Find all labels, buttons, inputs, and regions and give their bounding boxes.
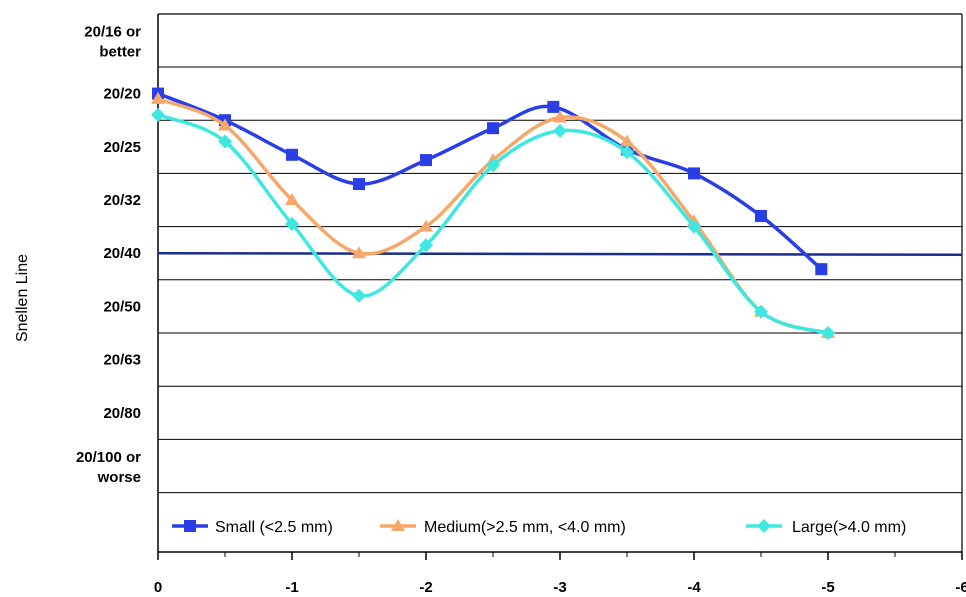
legend-marker-2 xyxy=(757,519,771,533)
data-point-2-4 xyxy=(419,238,433,253)
data-point-2-0 xyxy=(151,107,165,122)
data-point-2-10 xyxy=(821,326,835,340)
y-tick-label-3: 20/32 xyxy=(103,192,141,209)
data-point-0-6 xyxy=(547,100,560,113)
legend-item-1: Medium(>2.5 mm, <4.0 mm) xyxy=(380,519,626,536)
data-point-1-6 xyxy=(553,110,567,123)
legend-marker-1 xyxy=(391,519,405,531)
data-point-0-8 xyxy=(688,167,700,180)
data-point-2-8 xyxy=(687,219,701,234)
x-tick-label-3: -3 xyxy=(553,579,566,596)
y-tick-label-6: 20/63 xyxy=(103,352,141,369)
legend: Small (<2.5 mm) Medium(>2.5 mm, <4.0 mm) L… xyxy=(172,519,906,536)
y-tick-label-2: 20/25 xyxy=(103,139,141,156)
data-point-1-0 xyxy=(151,91,165,104)
data-point-0-5 xyxy=(487,122,499,135)
data-point-2-5 xyxy=(486,158,500,173)
y-tick-label-7: 20/80 xyxy=(103,405,141,422)
x-tick-label-0: 0 xyxy=(154,579,162,596)
y-tick-labels: 20/16 or better 20/20 20/25 20/32 20/40 20/50 2… xyxy=(76,23,141,486)
data-point-1-1 xyxy=(218,118,232,131)
data-point-1-2 xyxy=(285,193,299,205)
data-point-0-10 xyxy=(815,263,828,276)
data-point-2-6 xyxy=(553,123,567,138)
legend-label-1: Medium(>2.5 mm, <4.0 mm) xyxy=(424,519,626,536)
x-tick-label-1: -1 xyxy=(285,579,298,596)
x-tick-labels: 0 -1 -2 -3 -4 -5 -6 xyxy=(154,579,966,596)
legend-item-0: Small (<2.5 mm) xyxy=(172,519,333,536)
data-point-2-2 xyxy=(285,216,299,231)
data-point-0-3 xyxy=(353,178,365,191)
series-layer xyxy=(151,87,835,340)
data-point-2-9 xyxy=(754,304,768,319)
x-tick-label-4: -4 xyxy=(687,579,701,596)
data-point-1-3 xyxy=(352,246,366,259)
axis-layer xyxy=(157,13,963,560)
series-2 xyxy=(151,107,835,340)
data-point-2-1 xyxy=(218,134,232,149)
series-line-2 xyxy=(156,113,830,335)
data-point-0-4 xyxy=(420,154,432,167)
legend-label-2: Large(>4.0 mm) xyxy=(792,519,906,536)
y-tick-label-4: 20/40 xyxy=(103,245,141,262)
data-point-2-7 xyxy=(620,145,634,160)
data-point-1-4 xyxy=(419,219,433,232)
legend-item-2: Large(>4.0 mm) xyxy=(746,519,906,536)
y-tick-label-5: 20/50 xyxy=(103,298,141,315)
legend-label-0: Small (<2.5 mm) xyxy=(215,519,333,536)
x-tick-label-6: -6 xyxy=(955,579,966,596)
reference-line-20-40 xyxy=(157,251,963,256)
y-tick-label-8: 20/100 or worse xyxy=(76,449,141,486)
data-point-2-3 xyxy=(352,288,366,303)
legend-marker-0 xyxy=(184,520,196,532)
x-tick-label-2: -2 xyxy=(419,579,432,596)
reference-line-layer xyxy=(157,251,963,256)
data-point-0-9 xyxy=(755,209,767,222)
y-axis-label: Snellen Line xyxy=(14,254,31,342)
x-tick-label-5: -5 xyxy=(821,579,834,596)
data-point-0-2 xyxy=(286,148,298,161)
y-tick-label-1: 20/20 xyxy=(103,86,141,103)
y-tick-label-0: 20/16 or better xyxy=(84,23,141,60)
data-point-1-7 xyxy=(620,134,634,147)
series-0 xyxy=(152,87,828,276)
